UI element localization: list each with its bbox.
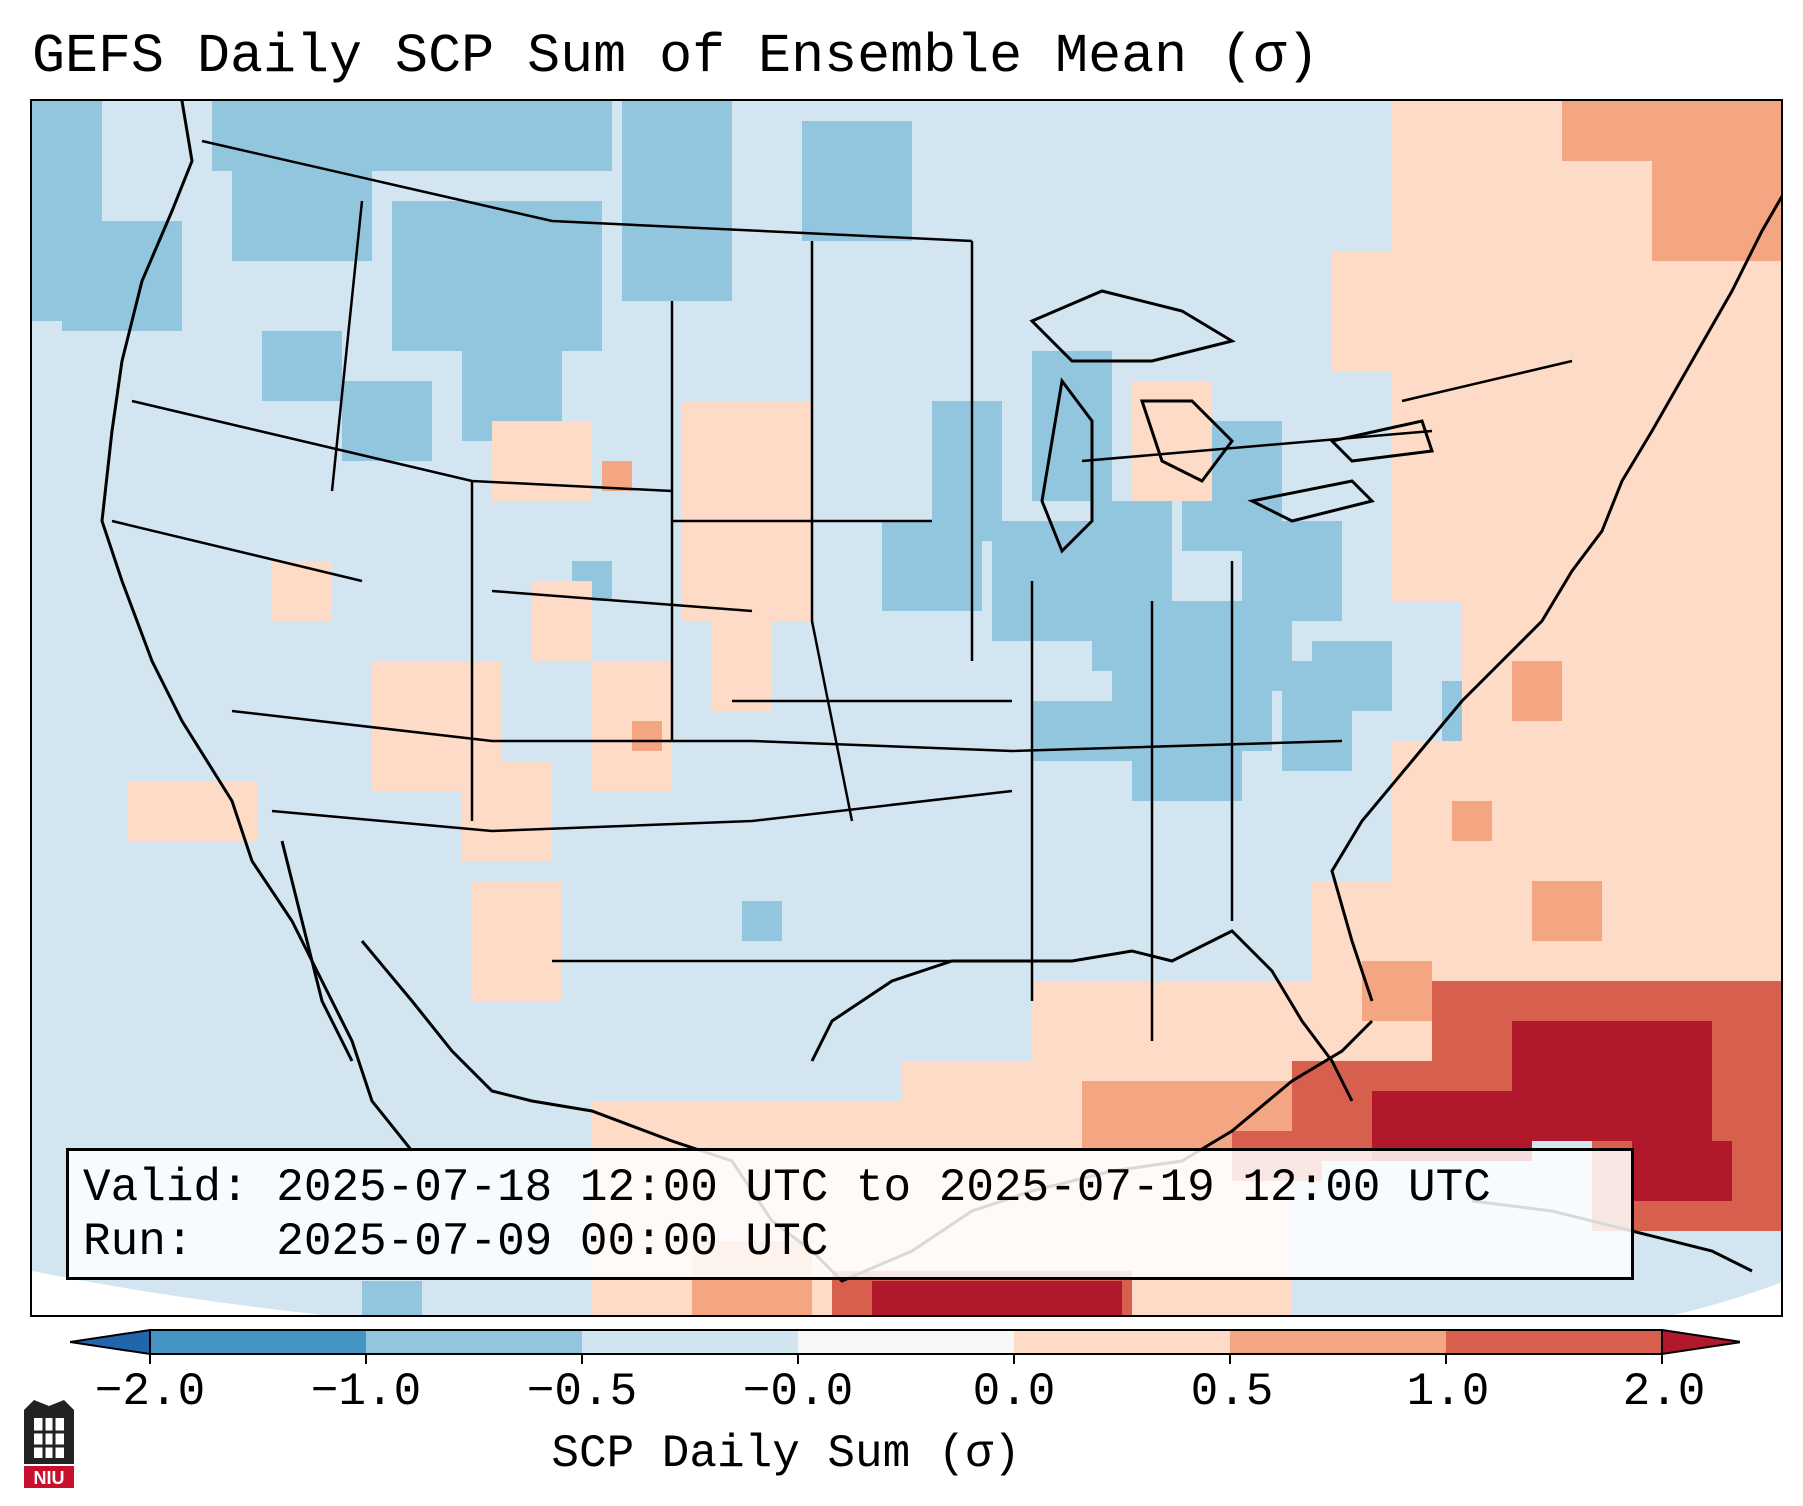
colorbar-segment	[1446, 1330, 1662, 1354]
colorbar-segment	[1230, 1330, 1446, 1354]
colorbar-tick: −2.0	[94, 1366, 206, 1418]
colorbar-tick: 0.0	[972, 1366, 1056, 1418]
great-lakes	[1029, 289, 1435, 554]
logo-text: NIU	[34, 1468, 65, 1488]
colorbar-tick: 1.0	[1406, 1366, 1490, 1418]
colorbar-label: SCP Daily Sum (σ)	[551, 1428, 1021, 1480]
map-panel	[30, 99, 1783, 1317]
colorbar-segment	[798, 1330, 1014, 1354]
state-borders	[111, 139, 1573, 1041]
niu-logo: NIU	[24, 1400, 74, 1488]
colorbar-outline	[149, 1329, 1663, 1355]
valid-time: Valid: 2025-07-18 12:00 UTC to 2025-07-1…	[83, 1162, 1491, 1214]
colorbar-extend-high	[1661, 1328, 1740, 1356]
colorbar-segment	[150, 1330, 366, 1354]
colorbar-tick: 2.0	[1622, 1366, 1706, 1418]
map-field	[32, 101, 1781, 1315]
colorbar-tick: −0.0	[742, 1366, 854, 1418]
negative-anomaly-patches	[32, 101, 1512, 1315]
run-time: Run: 2025-07-09 00:00 UTC	[83, 1216, 829, 1268]
colorbar-tick: 0.5	[1190, 1366, 1274, 1418]
colorbar-extend-low	[70, 1328, 151, 1356]
chart-title: GEFS Daily SCP Sum of Ensemble Mean (σ)	[32, 25, 1320, 88]
colorbar-tick: −1.0	[310, 1366, 422, 1418]
colorbar	[70, 1328, 1740, 1364]
colorbar-segment	[366, 1330, 582, 1354]
colorbar-segment	[1014, 1330, 1230, 1354]
valid-run-box: Valid: 2025-07-18 12:00 UTC to 2025-07-1…	[66, 1148, 1634, 1280]
colorbar-tick: −0.5	[526, 1366, 638, 1418]
extreme-anomaly-patches	[872, 1021, 1732, 1315]
colorbar-segment	[582, 1330, 798, 1354]
